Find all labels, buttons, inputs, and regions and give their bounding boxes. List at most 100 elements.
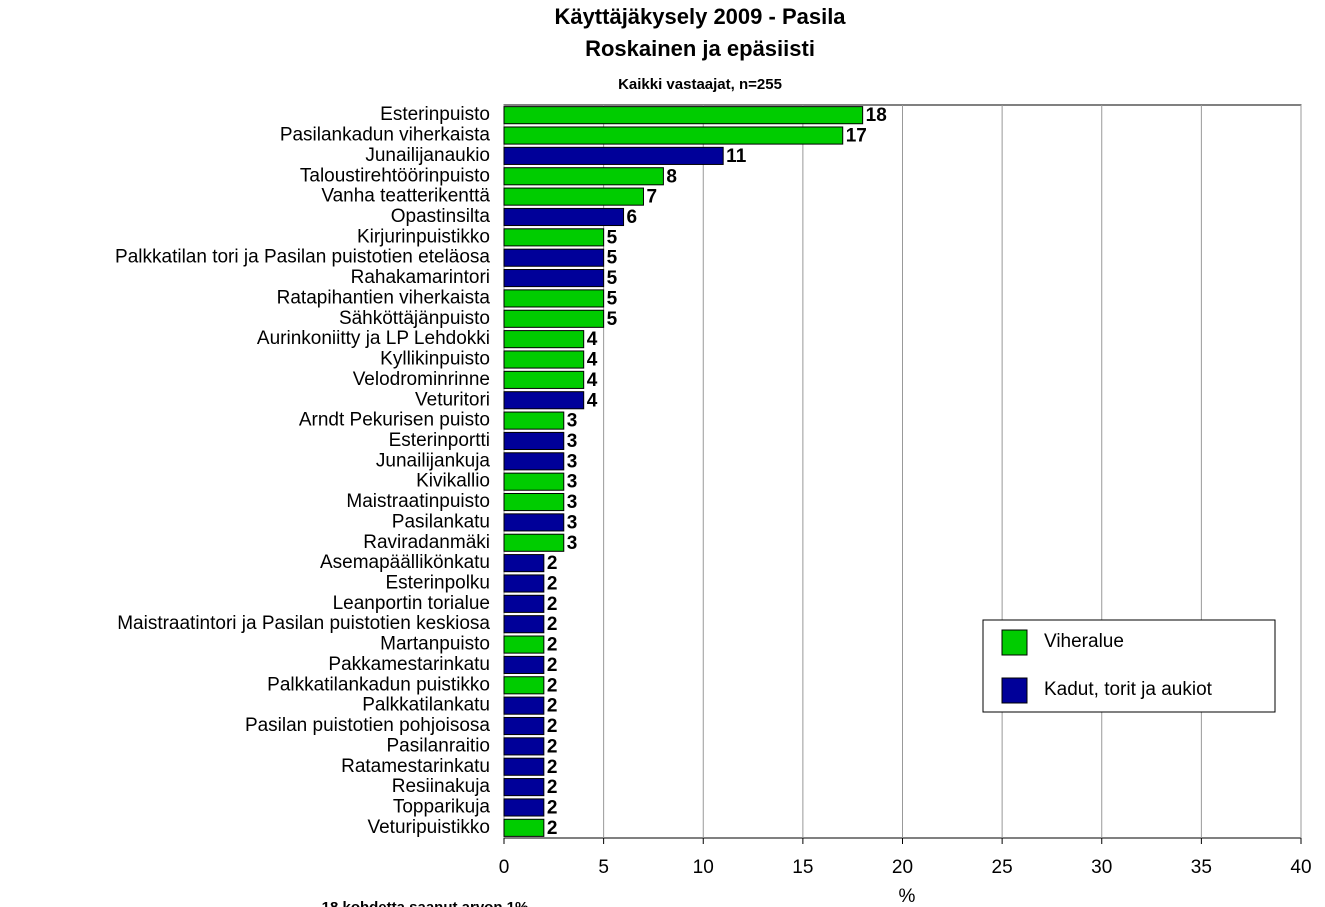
data-label: 2 bbox=[547, 736, 558, 757]
bar bbox=[503, 615, 545, 634]
bar bbox=[503, 207, 625, 227]
y-tick-label: Esterinpuisto bbox=[380, 104, 490, 125]
bar bbox=[503, 513, 565, 532]
y-tick-label: Pasilanraitio bbox=[387, 735, 491, 756]
data-label: 4 bbox=[587, 390, 598, 411]
y-tick-label: Palkkatilankadun puistikko bbox=[267, 674, 490, 695]
y-tick-label: Rahakamarintori bbox=[351, 267, 490, 288]
y-tick-label: Esterinpolku bbox=[385, 573, 490, 594]
y-tick-label: Velodrominrinne bbox=[353, 369, 490, 390]
data-label: 11 bbox=[726, 146, 747, 167]
data-label: 2 bbox=[547, 675, 558, 696]
y-tick-label: Ratapihantien viherkaista bbox=[277, 287, 491, 308]
bar bbox=[503, 289, 605, 308]
data-label: 5 bbox=[607, 268, 618, 289]
bar bbox=[503, 818, 545, 837]
x-tick-label: 5 bbox=[598, 857, 609, 878]
data-label: 6 bbox=[627, 207, 638, 228]
y-tick-label: Junailijanaukio bbox=[365, 145, 490, 166]
bar bbox=[503, 655, 545, 674]
data-label: 2 bbox=[547, 797, 558, 818]
data-label: 7 bbox=[646, 187, 657, 208]
x-tick-label: 35 bbox=[1191, 857, 1212, 878]
x-tick-label: 10 bbox=[693, 857, 714, 878]
bar bbox=[503, 676, 545, 695]
y-tick-label: Aurinkoniitty ja LP Lehdokki bbox=[257, 328, 490, 349]
y-tick-label: Pakkamestarinkatu bbox=[328, 654, 490, 675]
y-tick-label: Kirjurinpuistikko bbox=[357, 226, 490, 247]
y-tick-label: Esterinportti bbox=[389, 430, 490, 451]
bar bbox=[503, 798, 545, 817]
data-label: 5 bbox=[607, 227, 618, 248]
x-axis-label: % bbox=[899, 886, 916, 907]
bar bbox=[503, 452, 565, 471]
data-label: 5 bbox=[607, 309, 618, 330]
data-label: 2 bbox=[547, 716, 558, 737]
data-label: 3 bbox=[567, 451, 578, 472]
data-label: 3 bbox=[567, 472, 578, 493]
bar bbox=[503, 269, 605, 288]
y-tick-label: Arndt Pekurisen puisto bbox=[299, 410, 490, 431]
y-tick-label: Martanpuisto bbox=[380, 634, 490, 655]
chart-note: Kaikki vastaajat, n=255 bbox=[618, 76, 782, 93]
bar bbox=[503, 309, 605, 328]
y-tick-label: Maistraatintori ja Pasilan puistotien ke… bbox=[117, 613, 490, 634]
y-tick-label: Palkkatilankatu bbox=[362, 695, 490, 716]
data-label: 3 bbox=[567, 492, 578, 513]
y-tick-label: Taloustirehtöörinpuisto bbox=[300, 165, 490, 186]
y-tick-label: Veturitori bbox=[415, 389, 490, 410]
data-label: 2 bbox=[547, 696, 558, 717]
data-label: 17 bbox=[846, 126, 867, 147]
x-tick-label: 0 bbox=[499, 857, 510, 878]
bar bbox=[503, 167, 664, 186]
bar bbox=[503, 106, 864, 125]
bar bbox=[503, 411, 565, 430]
y-tick-label: Asemapäällikönkatu bbox=[320, 552, 490, 573]
legend-box bbox=[982, 619, 1276, 713]
data-label: 3 bbox=[567, 411, 578, 432]
data-label: 4 bbox=[587, 350, 598, 371]
y-tick-label: Pasilankadun viherkaista bbox=[280, 125, 491, 146]
y-tick-label: Ratamestarinkatu bbox=[341, 756, 490, 777]
data-label: 4 bbox=[587, 329, 598, 350]
x-tick-label: 20 bbox=[892, 857, 913, 878]
bar bbox=[503, 431, 565, 451]
y-tick-label: Raviradanmäki bbox=[363, 532, 490, 553]
bar bbox=[503, 554, 545, 573]
data-label: 8 bbox=[666, 166, 677, 187]
x-tick-label: 30 bbox=[1091, 857, 1112, 878]
bar bbox=[503, 330, 585, 349]
data-label: 18 bbox=[866, 105, 887, 126]
x-tick-label: 25 bbox=[992, 857, 1013, 878]
bar bbox=[503, 778, 545, 797]
data-label: 2 bbox=[547, 614, 558, 635]
bar bbox=[503, 146, 724, 165]
y-tick-label: Opastinsilta bbox=[391, 206, 491, 227]
data-label: 2 bbox=[547, 655, 558, 676]
footnote: 18 kohdetta saanut arvon 1% bbox=[322, 899, 529, 907]
y-tick-label: Pasilan puistotien pohjoisosa bbox=[245, 715, 490, 736]
y-tick-label: Topparikuja bbox=[393, 796, 491, 817]
data-label: 5 bbox=[607, 288, 618, 309]
y-tick-label: Vanha teatterikenttä bbox=[321, 186, 490, 207]
bar bbox=[503, 248, 605, 267]
legend-swatch bbox=[1001, 677, 1028, 704]
y-tick-label: Pasilankatu bbox=[392, 511, 490, 532]
bar bbox=[503, 391, 585, 410]
bar bbox=[503, 350, 585, 369]
bar bbox=[503, 228, 605, 247]
bar bbox=[503, 757, 545, 776]
bar bbox=[503, 635, 545, 654]
y-tick-label: Sähköttäjänpuisto bbox=[339, 308, 490, 329]
chart-subtitle: Roskainen ja epäsiisti bbox=[585, 36, 815, 61]
data-label: 2 bbox=[547, 553, 558, 574]
bar bbox=[503, 492, 565, 512]
data-label: 3 bbox=[567, 533, 578, 554]
bar bbox=[503, 594, 545, 613]
data-label: 2 bbox=[547, 574, 558, 595]
y-tick-label: Junailijankuja bbox=[376, 450, 491, 471]
data-label: 2 bbox=[547, 594, 558, 615]
bar bbox=[503, 696, 545, 715]
y-tick-label: Kyllikinpuisto bbox=[380, 349, 490, 370]
